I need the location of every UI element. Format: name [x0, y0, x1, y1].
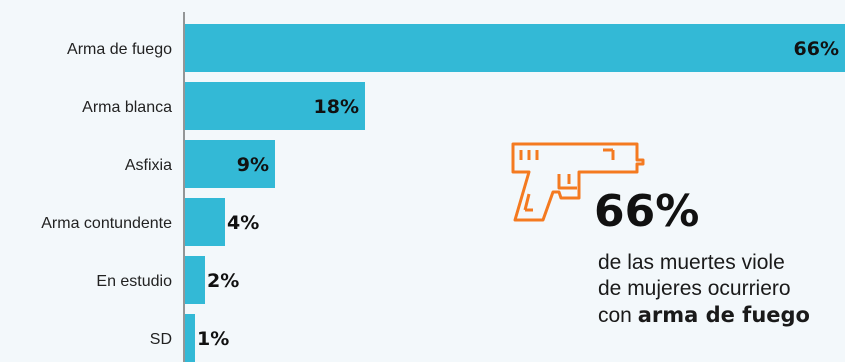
category-label-5: SD: [150, 331, 172, 348]
category-label-2: Asfixia: [125, 157, 172, 174]
callout-line-1: de las muertes viole: [598, 251, 785, 274]
category-label-0: Arma de fuego: [67, 41, 172, 58]
value-label-2: 9%: [237, 154, 269, 176]
category-label-4: En estudio: [96, 273, 172, 290]
bar-4: [185, 256, 205, 304]
category-label-1: Arma blanca: [82, 99, 172, 116]
callout-line-3-bold: arma de fuego: [637, 303, 810, 327]
value-label-4: 2%: [207, 270, 239, 292]
callout-line-3-prefix: con: [598, 304, 638, 327]
value-label-0: 66%: [794, 38, 839, 60]
callout-big-value: 66%: [594, 186, 700, 237]
bar-5: [185, 314, 195, 362]
value-label-5: 1%: [197, 328, 229, 350]
bar-0: [185, 24, 845, 72]
value-label-1: 18%: [314, 96, 359, 118]
callout-line-3: con arma de fuego: [598, 302, 845, 329]
value-label-3: 4%: [227, 212, 259, 234]
bar-1: [185, 82, 365, 130]
gun-icon: [511, 142, 645, 222]
callout-line-2: de mujeres ocurriero: [598, 277, 791, 300]
bar-2: [185, 140, 275, 188]
bar-3: [185, 198, 225, 246]
category-label-3: Arma contundente: [41, 215, 172, 232]
callout-text: de las muertes viole de mujeres ocurrier…: [598, 250, 845, 329]
